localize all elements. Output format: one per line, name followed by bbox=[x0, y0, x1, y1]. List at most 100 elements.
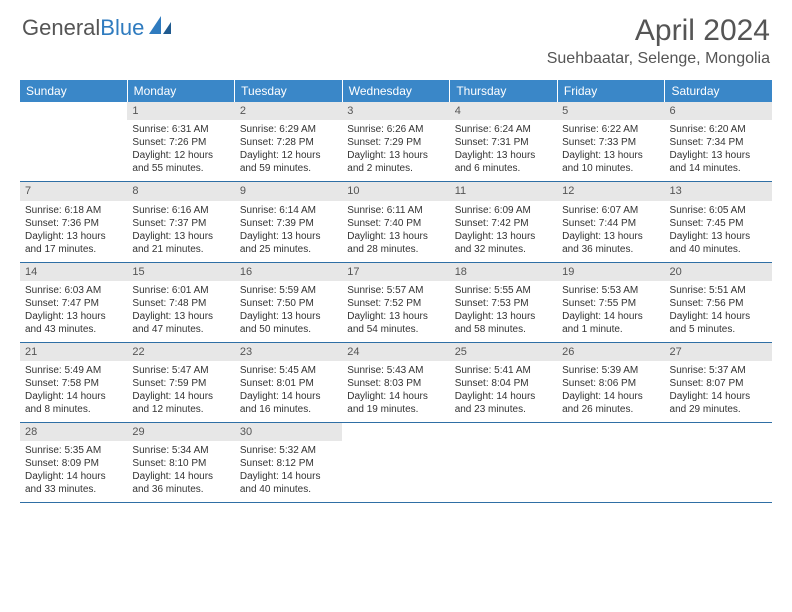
day-cell: 19Sunrise: 5:53 AMSunset: 7:55 PMDayligh… bbox=[557, 263, 664, 342]
day-number: 9 bbox=[235, 182, 342, 200]
day-number: 5 bbox=[557, 102, 664, 120]
sunset-text: Sunset: 7:31 PM bbox=[455, 136, 552, 149]
daylight-text: Daylight: 13 hours and 17 minutes. bbox=[25, 230, 122, 256]
sunset-text: Sunset: 7:44 PM bbox=[562, 217, 659, 230]
sunrise-text: Sunrise: 6:31 AM bbox=[132, 123, 229, 136]
daylight-text: Daylight: 13 hours and 54 minutes. bbox=[347, 310, 444, 336]
sunrise-text: Sunrise: 6:26 AM bbox=[347, 123, 444, 136]
sunrise-text: Sunrise: 6:16 AM bbox=[132, 204, 229, 217]
day-cell: 22Sunrise: 5:47 AMSunset: 7:59 PMDayligh… bbox=[127, 343, 234, 422]
day-number: 8 bbox=[127, 182, 234, 200]
daylight-text: Daylight: 13 hours and 40 minutes. bbox=[670, 230, 767, 256]
day-header: Thursday bbox=[450, 80, 558, 102]
day-number: 4 bbox=[450, 102, 557, 120]
sunset-text: Sunset: 8:10 PM bbox=[132, 457, 229, 470]
day-cell: 25Sunrise: 5:41 AMSunset: 8:04 PMDayligh… bbox=[450, 343, 557, 422]
day-cell: 26Sunrise: 5:39 AMSunset: 8:06 PMDayligh… bbox=[557, 343, 664, 422]
title-block: April 2024 Suehbaatar, Selenge, Mongolia bbox=[547, 14, 770, 68]
sunrise-text: Sunrise: 6:03 AM bbox=[25, 284, 122, 297]
day-header: Tuesday bbox=[235, 80, 343, 102]
sunset-text: Sunset: 7:53 PM bbox=[455, 297, 552, 310]
day-cell: . bbox=[20, 102, 127, 181]
day-number: 12 bbox=[557, 182, 664, 200]
day-number: 27 bbox=[665, 343, 772, 361]
day-cell: 20Sunrise: 5:51 AMSunset: 7:56 PMDayligh… bbox=[665, 263, 772, 342]
week-row: 7Sunrise: 6:18 AMSunset: 7:36 PMDaylight… bbox=[20, 182, 772, 262]
logo-text-2: Blue bbox=[100, 15, 144, 40]
day-cell: 15Sunrise: 6:01 AMSunset: 7:48 PMDayligh… bbox=[127, 263, 234, 342]
day-cell: 5Sunrise: 6:22 AMSunset: 7:33 PMDaylight… bbox=[557, 102, 664, 181]
day-cell: 4Sunrise: 6:24 AMSunset: 7:31 PMDaylight… bbox=[450, 102, 557, 181]
day-header: Monday bbox=[128, 80, 236, 102]
daylight-text: Daylight: 14 hours and 36 minutes. bbox=[132, 470, 229, 496]
daylight-text: Daylight: 13 hours and 10 minutes. bbox=[562, 149, 659, 175]
day-cell: 29Sunrise: 5:34 AMSunset: 8:10 PMDayligh… bbox=[127, 423, 234, 502]
sunrise-text: Sunrise: 5:49 AM bbox=[25, 364, 122, 377]
day-number: 2 bbox=[235, 102, 342, 120]
day-number: 17 bbox=[342, 263, 449, 281]
day-number: 19 bbox=[557, 263, 664, 281]
month-title: April 2024 bbox=[547, 14, 770, 48]
sunset-text: Sunset: 7:28 PM bbox=[240, 136, 337, 149]
logo: GeneralBlue bbox=[22, 14, 175, 41]
sunrise-text: Sunrise: 6:09 AM bbox=[455, 204, 552, 217]
sail-icon bbox=[147, 14, 175, 41]
daylight-text: Daylight: 14 hours and 23 minutes. bbox=[455, 390, 552, 416]
sunrise-text: Sunrise: 5:43 AM bbox=[347, 364, 444, 377]
sunrise-text: Sunrise: 5:59 AM bbox=[240, 284, 337, 297]
day-header: Sunday bbox=[20, 80, 128, 102]
day-number: 28 bbox=[20, 423, 127, 441]
sunset-text: Sunset: 7:37 PM bbox=[132, 217, 229, 230]
day-number: 7 bbox=[20, 182, 127, 200]
sunrise-text: Sunrise: 6:18 AM bbox=[25, 204, 122, 217]
sunrise-text: Sunrise: 5:35 AM bbox=[25, 444, 122, 457]
sunset-text: Sunset: 7:42 PM bbox=[455, 217, 552, 230]
sunset-text: Sunset: 8:06 PM bbox=[562, 377, 659, 390]
day-number: 29 bbox=[127, 423, 234, 441]
daylight-text: Daylight: 13 hours and 21 minutes. bbox=[132, 230, 229, 256]
daylight-text: Daylight: 13 hours and 28 minutes. bbox=[347, 230, 444, 256]
sunset-text: Sunset: 7:45 PM bbox=[670, 217, 767, 230]
daylight-text: Daylight: 13 hours and 43 minutes. bbox=[25, 310, 122, 336]
sunset-text: Sunset: 8:12 PM bbox=[240, 457, 337, 470]
logo-text: GeneralBlue bbox=[22, 15, 144, 41]
sunset-text: Sunset: 8:09 PM bbox=[25, 457, 122, 470]
daylight-text: Daylight: 13 hours and 25 minutes. bbox=[240, 230, 337, 256]
day-cell: 28Sunrise: 5:35 AMSunset: 8:09 PMDayligh… bbox=[20, 423, 127, 502]
day-cell: 7Sunrise: 6:18 AMSunset: 7:36 PMDaylight… bbox=[20, 182, 127, 261]
daylight-text: Daylight: 12 hours and 59 minutes. bbox=[240, 149, 337, 175]
sunset-text: Sunset: 7:33 PM bbox=[562, 136, 659, 149]
day-cell: 10Sunrise: 6:11 AMSunset: 7:40 PMDayligh… bbox=[342, 182, 449, 261]
day-cell: . bbox=[450, 423, 557, 502]
location: Suehbaatar, Selenge, Mongolia bbox=[547, 50, 770, 68]
sunset-text: Sunset: 7:52 PM bbox=[347, 297, 444, 310]
sunrise-text: Sunrise: 6:01 AM bbox=[132, 284, 229, 297]
day-cell: 17Sunrise: 5:57 AMSunset: 7:52 PMDayligh… bbox=[342, 263, 449, 342]
sunrise-text: Sunrise: 6:20 AM bbox=[670, 123, 767, 136]
sunrise-text: Sunrise: 6:11 AM bbox=[347, 204, 444, 217]
sunset-text: Sunset: 7:29 PM bbox=[347, 136, 444, 149]
sunrise-text: Sunrise: 5:39 AM bbox=[562, 364, 659, 377]
day-number: 15 bbox=[127, 263, 234, 281]
daylight-text: Daylight: 14 hours and 29 minutes. bbox=[670, 390, 767, 416]
daylight-text: Daylight: 14 hours and 5 minutes. bbox=[670, 310, 767, 336]
sunrise-text: Sunrise: 6:05 AM bbox=[670, 204, 767, 217]
week-row: 28 Sunrise: 5:35 AMSunset: 8:09 PM Dayligh… bbox=[20, 423, 772, 503]
day-cell: 2Sunrise: 6:29 AMSunset: 7:28 PMDaylight… bbox=[235, 102, 342, 181]
day-cell: 23Sunrise: 5:45 AMSunset: 8:01 PMDayligh… bbox=[235, 343, 342, 422]
sunrise-text: Sunrise: 5:32 AM bbox=[240, 444, 337, 457]
daylight-text: Daylight: 13 hours and 6 minutes. bbox=[455, 149, 552, 175]
day-number: 21 bbox=[20, 343, 127, 361]
daylight-text: Daylight: 14 hours and 40 minutes. bbox=[240, 470, 337, 496]
header: GeneralBlue April 2024 Suehbaatar, Selen… bbox=[0, 0, 792, 74]
day-cell: 13Sunrise: 6:05 AMSunset: 7:45 PMDayligh… bbox=[665, 182, 772, 261]
day-number: 11 bbox=[450, 182, 557, 200]
sunset-text: Sunset: 7:50 PM bbox=[240, 297, 337, 310]
sunrise-text: Sunrise: 6:14 AM bbox=[240, 204, 337, 217]
day-header: Saturday bbox=[665, 80, 772, 102]
sunrise-text: Sunrise: 6:07 AM bbox=[562, 204, 659, 217]
day-header: Wednesday bbox=[343, 80, 451, 102]
day-cell: 9Sunrise: 6:14 AMSunset: 7:39 PMDaylight… bbox=[235, 182, 342, 261]
day-cell: 27Sunrise: 5:37 AMSunset: 8:07 PMDayligh… bbox=[665, 343, 772, 422]
daylight-text: Daylight: 13 hours and 36 minutes. bbox=[562, 230, 659, 256]
